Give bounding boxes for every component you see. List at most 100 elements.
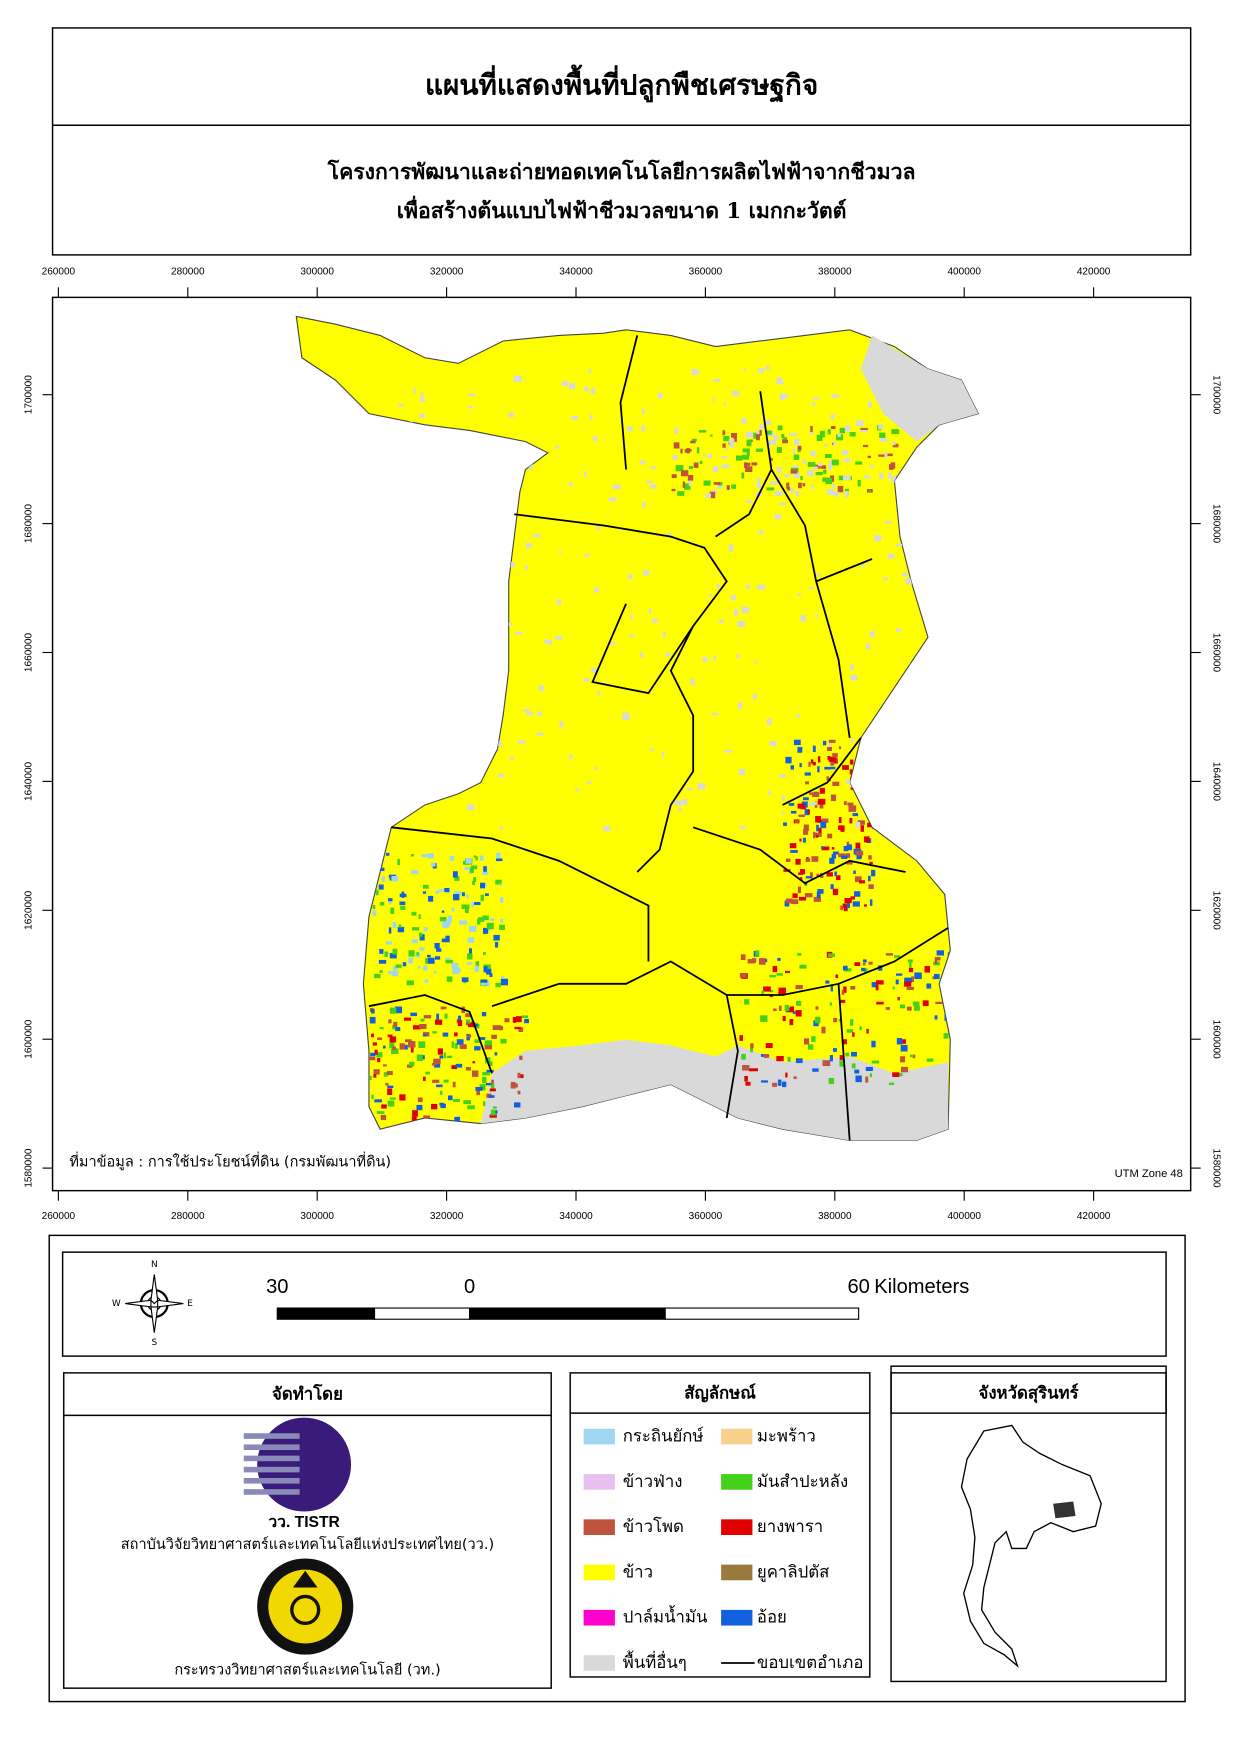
land-patch [773, 1008, 777, 1012]
land-patch [461, 767, 467, 774]
land-patch [914, 526, 918, 531]
land-patch [436, 948, 442, 952]
land-patch [808, 761, 811, 767]
scale-bar [276, 1307, 860, 1320]
land-patch [909, 962, 912, 969]
land-patch [797, 747, 803, 753]
land-patch [887, 553, 895, 559]
land-patch [561, 381, 569, 386]
land-patch [453, 894, 460, 901]
land-patch [522, 709, 530, 712]
land-patch [919, 692, 927, 698]
land-patch [439, 916, 447, 922]
land-patch [843, 986, 847, 993]
land-patch [797, 886, 802, 894]
land-patch [866, 1028, 869, 1034]
land-patch [845, 779, 854, 784]
land-patch [470, 633, 475, 636]
land-patch [833, 1017, 838, 1023]
land-patch [610, 641, 616, 646]
land-patch [839, 427, 846, 434]
land-patch [524, 565, 528, 570]
land-patch [911, 976, 914, 982]
land-patch [803, 824, 809, 831]
land-patch [419, 934, 425, 941]
land-patch [821, 818, 829, 823]
y-tick-label: 1580000 [1211, 1149, 1222, 1189]
land-patch [451, 907, 455, 912]
land-patch [862, 962, 866, 966]
land-patch [379, 1027, 384, 1030]
land-patch [900, 1056, 906, 1063]
land-patch [790, 810, 797, 814]
land-patch [944, 988, 948, 992]
land-patch [466, 1034, 472, 1038]
land-patch [811, 1036, 816, 1042]
land-patch [760, 1080, 768, 1083]
land-patch [588, 369, 592, 374]
land-patch [843, 904, 848, 912]
producer-title: จัดทำโดย [272, 1384, 343, 1404]
land-patch [869, 762, 876, 766]
land-patch [547, 640, 553, 645]
land-patch [800, 615, 806, 622]
land-patch [418, 724, 422, 730]
land-patch [779, 774, 786, 778]
land-patch [514, 1026, 521, 1030]
y-tick-label: 1640000 [24, 761, 35, 801]
land-patch [514, 1102, 521, 1108]
land-patch [873, 535, 882, 542]
land-patch [879, 432, 885, 438]
land-patch [863, 968, 868, 974]
land-patch [868, 401, 873, 408]
land-patch [740, 825, 745, 829]
land-patch [841, 989, 845, 995]
land-patch [795, 490, 800, 497]
land-patch [430, 602, 437, 608]
x-tick-label: 280000 [171, 1211, 205, 1222]
land-patch [399, 893, 407, 898]
land-patch [472, 664, 478, 669]
land-patch [397, 403, 404, 407]
scale-label: 30 [266, 1276, 288, 1298]
y-tick-label: 1600000 [1211, 1020, 1222, 1060]
land-patch [592, 436, 598, 441]
land-patch [389, 1042, 395, 1049]
land-patch [721, 456, 728, 459]
land-patch [755, 950, 760, 956]
compass-label: S [151, 1338, 157, 1348]
land-patch [734, 609, 739, 616]
land-patch [838, 1018, 842, 1022]
y-tick-label: 1660000 [24, 633, 35, 673]
land-patch [480, 882, 486, 889]
land-patch [371, 1033, 374, 1038]
land-patch [741, 417, 747, 424]
land-patch [392, 1024, 396, 1030]
land-patch [861, 967, 866, 972]
land-patch [378, 867, 385, 872]
land-patch [785, 970, 791, 974]
land-patch [697, 783, 706, 790]
land-patch [873, 820, 881, 824]
land-patch [380, 1114, 387, 1121]
land-patch [746, 439, 752, 447]
legend-label: พื้นที่อื่นๆ [623, 1650, 687, 1672]
land-patch [495, 740, 502, 747]
land-patch [461, 892, 465, 897]
land-patch [467, 1105, 475, 1110]
land-patch [871, 791, 879, 798]
land-patch [812, 397, 820, 400]
land-patch [778, 502, 786, 505]
land-patch [788, 803, 795, 806]
land-patch [834, 491, 839, 497]
land-patch [751, 462, 758, 466]
land-patch [793, 472, 800, 478]
land-patch [776, 973, 784, 976]
land-patch [745, 431, 754, 438]
land-patch [419, 1023, 427, 1030]
land-patch [373, 1074, 377, 1078]
land-patch [789, 843, 797, 849]
land-patch [626, 426, 633, 432]
land-patch [424, 757, 428, 760]
